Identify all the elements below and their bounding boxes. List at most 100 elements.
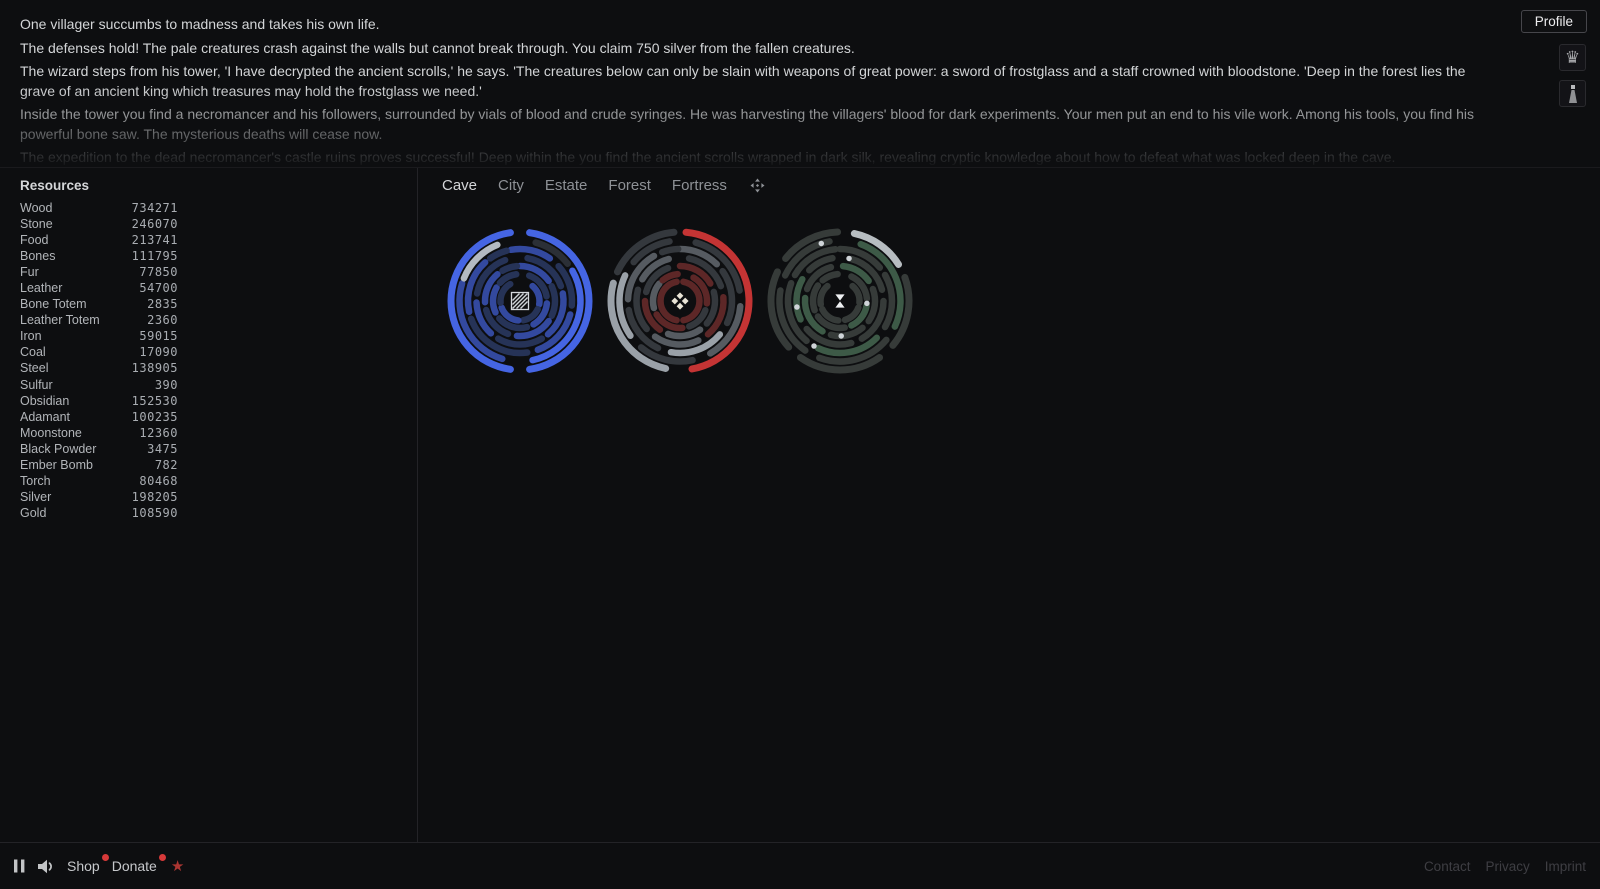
donate-link[interactable]: Donate xyxy=(112,854,166,874)
maze-ring-segment xyxy=(881,271,896,331)
tab-forest[interactable]: Forest xyxy=(608,176,651,194)
resource-name: Obsidian xyxy=(20,393,70,408)
maze-dot xyxy=(838,333,844,339)
resource-row: Fur 77850 xyxy=(20,264,178,280)
achievements-button[interactable]: ♛ xyxy=(1559,44,1586,71)
resource-value: 782 xyxy=(154,457,178,472)
maze-ring-segment xyxy=(653,311,686,332)
resource-name: Coal xyxy=(20,345,46,360)
legal-link-contact[interactable]: Contact xyxy=(1423,858,1471,874)
tab-fortress[interactable]: Fortress xyxy=(671,176,727,194)
shop-link[interactable]: Shop xyxy=(67,854,109,874)
tab-city[interactable]: City xyxy=(498,176,524,194)
maze-ring-segment xyxy=(782,228,842,263)
maze-ring-segment xyxy=(496,271,520,287)
maze-ring-segment xyxy=(781,238,833,279)
resource-value: 59015 xyxy=(139,329,178,344)
maze-ring-segment xyxy=(767,268,793,351)
map-panel: Cave City Estate Forest Fortress xyxy=(418,168,1600,842)
maze-ring-segment xyxy=(849,282,863,306)
maze-ring-segment xyxy=(841,304,862,324)
maze-ring-segment xyxy=(858,297,887,342)
maze-ring-segment xyxy=(814,334,881,357)
pause-button[interactable] xyxy=(14,859,25,873)
maze-ring-segment xyxy=(839,262,872,285)
maze-ring-segment xyxy=(473,299,495,337)
resource-row: Sulfur 390 xyxy=(20,377,178,393)
resource-value: 17090 xyxy=(139,345,178,360)
maze-dot xyxy=(846,255,852,262)
maze-ring-segment xyxy=(544,290,567,338)
resource-value: 111795 xyxy=(131,249,178,264)
maze-ring-segment xyxy=(889,273,913,349)
maze-ring-segment xyxy=(555,262,576,309)
resource-name: Ember Bomb xyxy=(20,457,93,472)
tab-estate[interactable]: Estate xyxy=(544,176,588,194)
resource-value: 246070 xyxy=(131,217,178,232)
maze-ring-segment xyxy=(791,245,839,279)
maze-ring-segment xyxy=(659,270,681,284)
resource-value: 734271 xyxy=(131,201,178,216)
resource-row: Bone Totem 2835 xyxy=(20,296,178,312)
resource-row: Black Powder 3475 xyxy=(20,441,178,457)
maze-ring-segment xyxy=(486,247,510,262)
maze-ring-segment xyxy=(516,262,552,285)
maze-ring-segment xyxy=(676,245,721,268)
cave-map-circle[interactable] xyxy=(445,226,595,376)
maze-ring-segment xyxy=(456,280,506,363)
resource-row: Steel 138905 xyxy=(20,360,178,376)
tab-cave[interactable]: Cave xyxy=(442,176,478,194)
maze-ring-segment xyxy=(848,302,870,329)
donate-notification-dot xyxy=(158,854,166,861)
legal-link-privacy[interactable]: Privacy xyxy=(1485,858,1530,874)
maze-ring-segment xyxy=(865,285,879,325)
favorite-star-icon[interactable]: ★ xyxy=(170,857,185,875)
maze-ring-segment xyxy=(630,238,673,266)
estate-map-circle[interactable] xyxy=(765,226,915,376)
maze-ring-segment xyxy=(524,254,565,290)
monument-button[interactable] xyxy=(1559,80,1586,107)
pan-map-button[interactable] xyxy=(750,178,765,193)
maze-ring-segment xyxy=(667,331,724,357)
maze-ring-segment xyxy=(817,282,831,308)
maze-ring-segment xyxy=(703,288,719,327)
city-map-circle[interactable] xyxy=(605,226,755,376)
maze-ring-segment xyxy=(814,313,848,332)
maze-ring-segment xyxy=(704,293,727,338)
resource-row: Moonstone 12360 xyxy=(20,425,178,441)
legal-link-imprint[interactable]: Imprint xyxy=(1544,858,1586,874)
maze-ring-segment xyxy=(816,336,890,365)
maze-dot xyxy=(811,343,817,349)
maze-ring-segment xyxy=(848,273,871,302)
maze-ring-segment xyxy=(530,300,551,328)
maze-ring-segment xyxy=(513,317,552,340)
resources-table: Wood 734271 Stone 246070 Food 213741 Bones 1117… xyxy=(20,200,178,521)
profile-button[interactable]: Profile xyxy=(1520,10,1587,33)
resource-row: Leather Totem 2360 xyxy=(20,312,178,328)
maze-ring-segment xyxy=(685,306,709,330)
resource-value: 2835 xyxy=(147,297,178,312)
maze-ring-segment xyxy=(482,306,512,338)
maze-ring-segment xyxy=(507,245,554,262)
resource-value: 2360 xyxy=(147,313,178,328)
maze-ring-segment xyxy=(534,311,574,354)
maze-ring-segment xyxy=(498,304,522,324)
maze-ring-segment xyxy=(819,305,842,324)
content-area: Resources Wood 734271 Stone 246070 Food 21374… xyxy=(0,167,1600,842)
maze-ring-segment xyxy=(467,315,531,357)
maze-ring-segment xyxy=(719,267,736,327)
maze-ring-segment xyxy=(657,278,680,324)
maze-ring-segment xyxy=(793,276,806,323)
maze-ring-segment xyxy=(803,325,855,348)
resource-row: Stone 246070 xyxy=(20,216,178,232)
tabs-list: Cave City Estate Forest Fortress xyxy=(442,174,727,196)
resource-name: Adamant xyxy=(20,409,71,424)
resource-value: 77850 xyxy=(139,265,178,280)
maze-ring-segment xyxy=(641,297,664,333)
sound-button[interactable] xyxy=(37,859,55,874)
maze-ring-segment xyxy=(616,272,634,339)
log-message: The expedition to the dead necromancer's… xyxy=(20,149,1396,165)
maze-ring-segment xyxy=(801,294,826,335)
maze-ring-segment xyxy=(682,228,753,373)
log-message: Inside the tower you find a necromancer … xyxy=(20,106,1475,142)
